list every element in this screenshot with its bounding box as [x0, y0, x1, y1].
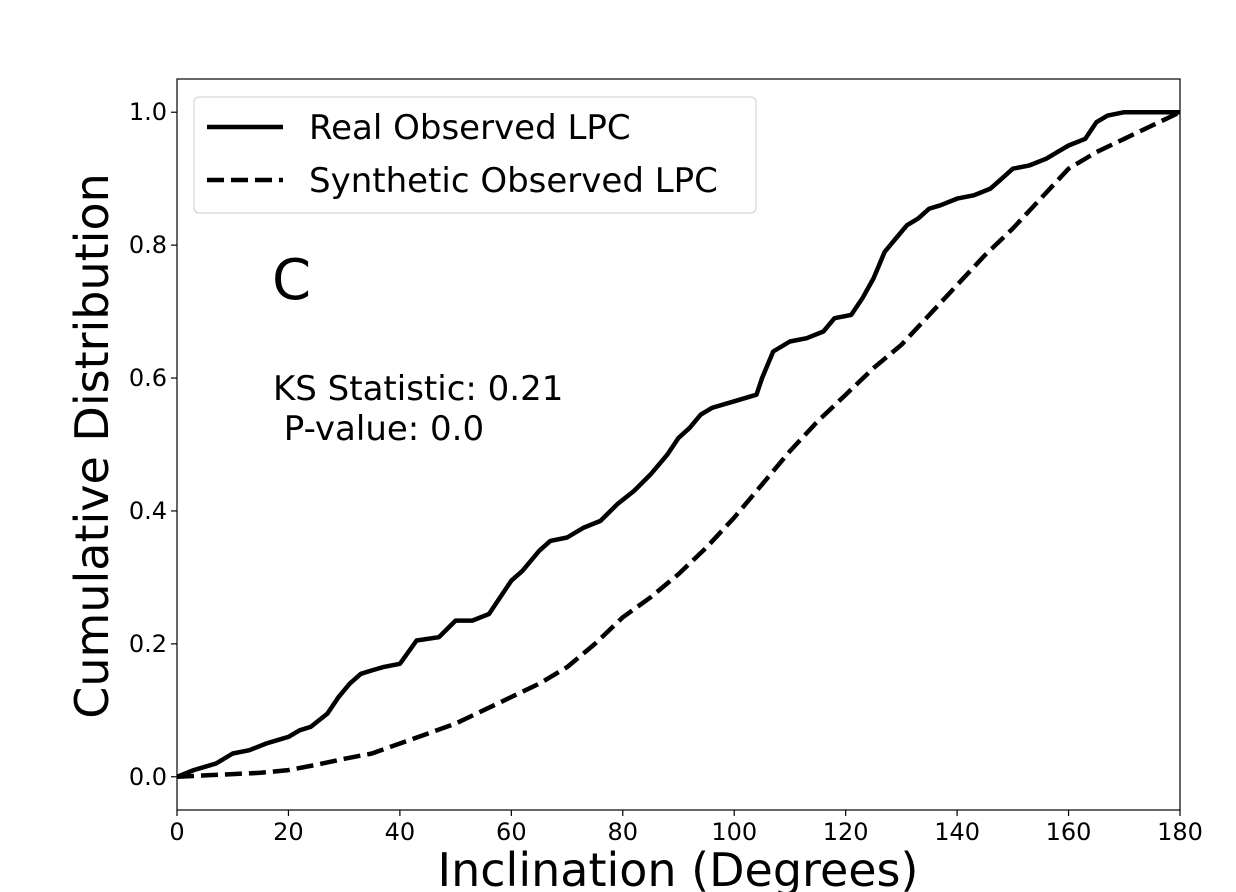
- x-axis-title: Inclination (Degrees): [438, 843, 919, 892]
- panel-letter: C: [272, 248, 311, 313]
- y-tick-label: 0.8: [129, 231, 167, 259]
- x-axis-ticks: 0 20 40 60 80 100 120 140 160 180: [169, 810, 1203, 846]
- y-tick-label: 0.4: [129, 497, 167, 525]
- x-tick-label: 120: [823, 818, 869, 846]
- x-tick-label: 140: [934, 818, 980, 846]
- p-value-label: P-value: 0.0: [273, 409, 484, 449]
- x-tick-label: 40: [385, 818, 416, 846]
- ks-statistic-label: KS Statistic: 0.21: [273, 369, 563, 409]
- x-tick-label: 100: [711, 818, 757, 846]
- legend-label-real: Real Observed LPC: [309, 108, 631, 148]
- y-tick-label: 1.0: [129, 98, 167, 126]
- y-axis-title: Cumulative Distribution: [65, 173, 119, 719]
- series-line-synthetic-observed-lpc: [176, 110, 1181, 780]
- y-tick-label: 0.2: [129, 630, 167, 658]
- legend-box: [193, 96, 757, 214]
- legend-label-synthetic: Synthetic Observed LPC: [309, 161, 718, 201]
- x-tick-label: 160: [1046, 818, 1092, 846]
- x-tick-label: 80: [608, 818, 639, 846]
- legend: Real Observed LPC Synthetic Observed LPC: [193, 96, 757, 214]
- plot-area-frame: [176, 78, 1181, 811]
- series-line-real-observed-lpc: [176, 109, 1180, 779]
- series-layer: [176, 109, 1181, 780]
- x-tick-label: 180: [1157, 818, 1203, 846]
- y-tick-label: 0.0: [129, 763, 167, 791]
- x-tick-label: 0: [169, 818, 184, 846]
- y-axis-ticks: 0.0 0.2 0.4 0.6 0.8 1.0: [129, 98, 177, 791]
- x-tick-label: 20: [273, 818, 304, 846]
- y-tick-label: 0.6: [129, 364, 167, 392]
- x-tick-label: 60: [496, 818, 527, 846]
